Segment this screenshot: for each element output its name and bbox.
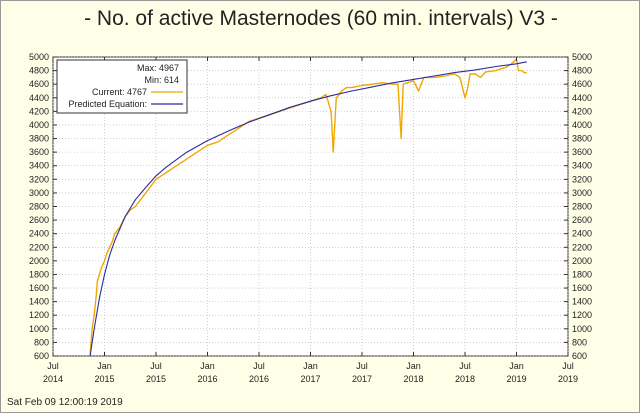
x-tick-label-month: Jul [356,361,368,371]
y-tick-label-left: 2600 [29,215,49,225]
y-tick-label-left: 3800 [29,134,49,144]
y-tick-label-right: 2200 [572,242,592,252]
y-tick-label-left: 2400 [29,229,49,239]
y-tick-label-left: 2800 [29,202,49,212]
series-line-current [89,58,527,356]
x-tick-label-year: 2019 [558,374,578,384]
x-tick-label-year: 2015 [94,374,114,384]
x-tick-label-month: Jul [459,361,471,371]
y-tick-label-right: 1800 [572,269,592,279]
y-tick-label-left: 1000 [29,324,49,334]
x-tick-label-year: 2018 [403,374,423,384]
y-tick-label-right: 4000 [572,120,592,130]
y-tick-label-left: 3400 [29,161,49,171]
y-tick-label-right: 600 [572,351,587,361]
y-tick-label-left: 4200 [29,106,49,116]
y-tick-label-left: 4800 [29,66,49,76]
y-tick-label-left: 4600 [29,79,49,89]
y-tick-label-left: 3200 [29,174,49,184]
legend-min: Min: 614 [144,75,179,85]
y-tick-label-right: 4200 [572,106,592,116]
y-tick-label-left: 1600 [29,283,49,293]
y-tick-label-right: 1000 [572,324,592,334]
chart-title: - No. of active Masternodes (60 min. int… [84,7,558,30]
y-tick-label-left: 5000 [29,52,49,62]
y-tick-label-right: 2400 [572,229,592,239]
x-tick-label-month: Jul [562,361,574,371]
y-tick-label-left: 800 [34,337,49,347]
x-tick-label-month: Jan [97,361,112,371]
x-tick-label-year: 2015 [146,374,166,384]
x-tick-label-year: 2017 [352,374,372,384]
y-tick-label-right: 3000 [572,188,592,198]
y-tick-label-left: 600 [34,351,49,361]
x-tick-label-year: 2018 [455,374,475,384]
x-tick-label-year: 2016 [197,374,217,384]
x-tick-label-month: Jan [509,361,524,371]
y-tick-label-right: 800 [572,337,587,347]
y-tick-label-left: 4000 [29,120,49,130]
y-tick-label-left: 3000 [29,188,49,198]
x-tick-label-month: Jan [406,361,421,371]
y-tick-label-right: 3800 [572,134,592,144]
y-tick-label-left: 1400 [29,297,49,307]
x-tick-label-month: Jan [303,361,318,371]
y-tick-label-right: 2600 [572,215,592,225]
x-tick-label-month: Jan [200,361,215,371]
x-tick-label-year: 2017 [300,374,320,384]
y-tick-label-right: 2800 [572,202,592,212]
x-tick-label-month: Jul [253,361,265,371]
y-tick-label-left: 3600 [29,147,49,157]
y-tick-label-left: 1800 [29,269,49,279]
y-tick-label-right: 5000 [572,52,592,62]
y-tick-label-left: 4400 [29,93,49,103]
y-tick-label-left: 1200 [29,310,49,320]
x-tick-label-year: 2016 [249,374,269,384]
y-tick-label-right: 1600 [572,283,592,293]
y-tick-label-right: 1200 [572,310,592,320]
y-tick-label-right: 3600 [572,147,592,157]
y-tick-label-left: 2200 [29,242,49,252]
legend-predicted: Predicted Equation: [68,99,147,109]
x-tick-label-year: 2014 [43,374,63,384]
y-tick-label-right: 4600 [572,79,592,89]
x-tick-label-month: Jul [150,361,162,371]
timestamp: Sat Feb 09 12:00:19 2019 [7,397,123,408]
legend: Max: 4967 Min: 614 Current: 4767 Predict… [56,59,188,114]
x-tick-label-month: Jul [47,361,59,371]
series-line-predicted-equation [89,61,527,357]
legend-max: Max: 4967 [137,63,179,73]
y-tick-label-right: 1400 [572,297,592,307]
legend-current: Current: 4767 [92,87,147,97]
y-tick-label-right: 4400 [572,93,592,103]
y-tick-label-left: 2000 [29,256,49,266]
y-tick-label-right: 3400 [572,161,592,171]
y-tick-label-right: 2000 [572,256,592,266]
x-tick-label-year: 2019 [506,374,526,384]
y-tick-label-right: 4800 [572,66,592,76]
y-tick-label-right: 3200 [572,174,592,184]
